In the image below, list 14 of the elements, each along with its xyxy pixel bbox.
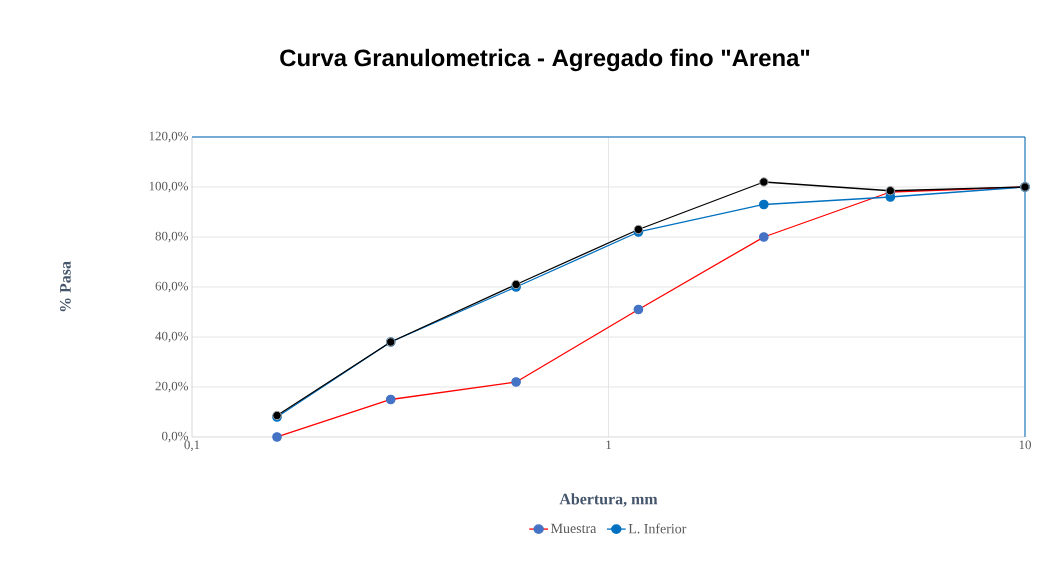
x-tick-label: 0,1 [184, 440, 200, 452]
legend-label: Muestra [551, 523, 597, 534]
y-tick-label: 60,0% [155, 281, 189, 293]
legend-label: L. Inferior [628, 523, 687, 534]
x-tick-label: 1 [606, 440, 611, 450]
y-axis-title: % Pasa [59, 261, 71, 312]
x-axis-title: Abertura, mm [559, 493, 658, 507]
chart-title: Curva Granulometrica - Agregado fino "Arena" [280, 48, 810, 72]
x-tick-label: 10 [1019, 440, 1031, 450]
y-tick-label: 40,0% [155, 331, 189, 343]
y-tick-label: 20,0% [155, 381, 189, 393]
y-tick-label: 100,0% [149, 181, 189, 193]
y-tick-label: 80,0% [155, 231, 189, 243]
y-tick-label: 120,0% [149, 131, 189, 143]
